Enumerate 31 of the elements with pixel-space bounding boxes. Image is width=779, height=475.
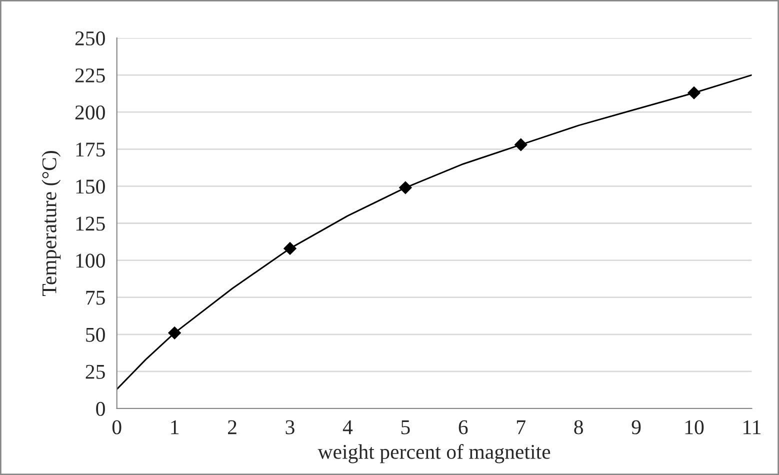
- y-tick-label: 175: [76, 142, 105, 157]
- point: [687, 86, 701, 100]
- x-tick-label: 1: [171, 420, 179, 434]
- y-tick-label: 150: [76, 180, 105, 194]
- point: [168, 326, 182, 340]
- x-tick-label: 3: [286, 420, 294, 434]
- y-tick-label: 225: [75, 68, 105, 82]
- y-tick-label: 25: [86, 364, 105, 379]
- y-tick-label: 0: [96, 402, 105, 416]
- y-tick-label: 250: [75, 31, 105, 46]
- x-tick-label: 2: [228, 420, 236, 434]
- x-tick-label: 4: [342, 420, 353, 434]
- point: [398, 181, 412, 194]
- x-tick-label: 5: [401, 420, 410, 434]
- y-tick-label: 50: [86, 328, 105, 342]
- x-tick-label: 0: [112, 420, 122, 434]
- x-tick-label: 11: [744, 420, 761, 434]
- y-tick-label: 200: [75, 105, 105, 120]
- line-series: [116, 74, 752, 390]
- y-tick-label: 125: [76, 216, 105, 231]
- x-tick-label: 10: [685, 420, 704, 434]
- x-tick-label: 6: [458, 420, 468, 434]
- y-tick-label: 100: [76, 254, 105, 268]
- x-tick-label: 8: [574, 420, 583, 434]
- point: [283, 242, 297, 256]
- y-tick-label: 75: [86, 290, 105, 305]
- y-axis-title: Temperature (°C): [42, 151, 61, 296]
- x-tick-label: 9: [632, 420, 641, 434]
- x-axis-title: weight percent of magnetite: [318, 444, 550, 464]
- point: [514, 138, 528, 152]
- x-tick-label: 7: [517, 420, 526, 434]
